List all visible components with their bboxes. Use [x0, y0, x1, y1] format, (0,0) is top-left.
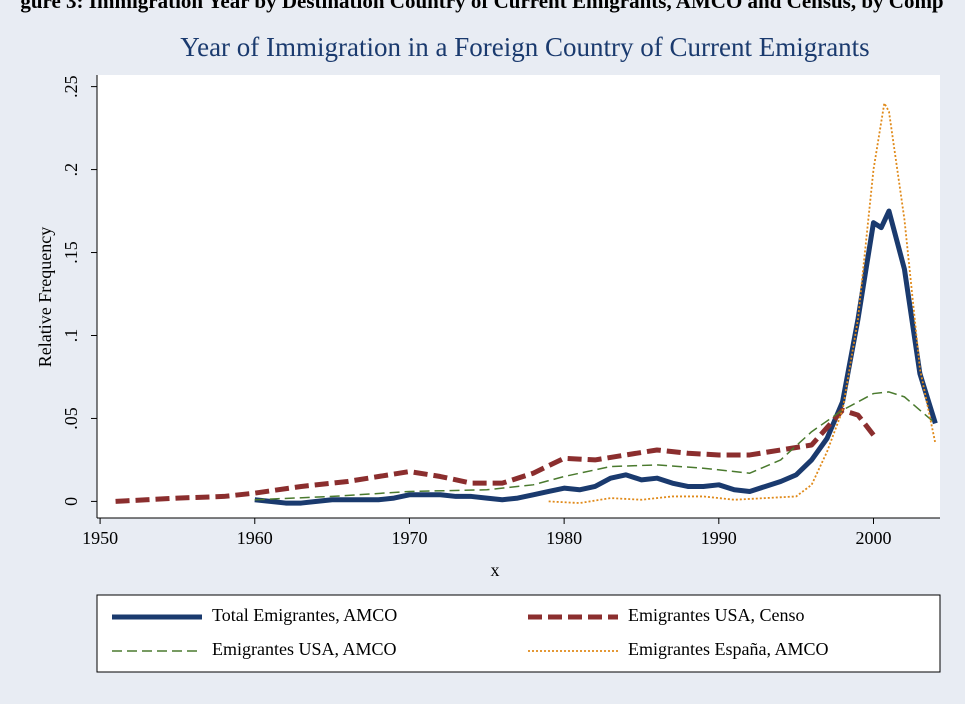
x-tick-label: 1980 — [546, 528, 582, 548]
x-tick-label: 2000 — [855, 528, 891, 548]
y-tick-label: .05 — [61, 407, 81, 430]
series-line — [254, 391, 936, 501]
series-line — [548, 102, 937, 504]
y-axis-label: Relative Frequency — [35, 227, 55, 367]
chart-title: Year of Immigration in a Foreign Country… — [180, 32, 869, 62]
legend — [96, 594, 941, 673]
y-tick-label: .25 — [61, 75, 81, 98]
x-tick-label: 1990 — [701, 528, 737, 548]
y-tick-label: .1 — [61, 329, 81, 343]
legend-label: Total Emigrantes, AMCO — [212, 605, 397, 625]
series-line — [254, 208, 938, 506]
series-line — [115, 407, 876, 504]
y-tick-label: .2 — [61, 163, 81, 177]
plot-area — [97, 75, 940, 518]
x-tick-label: 1970 — [391, 528, 427, 548]
y-tick-label: 0 — [61, 497, 81, 506]
header: gure 3: Immigration Year by Destination … — [20, 0, 943, 13]
x-tick-label: 1960 — [237, 528, 273, 548]
legend-label: Emigrantes USA, Censo — [628, 605, 804, 625]
legend-label: Emigrantes USA, AMCO — [212, 639, 397, 659]
x-tick-label: 1950 — [82, 528, 118, 548]
y-tick-label: .15 — [61, 241, 81, 264]
x-axis-label: x — [491, 560, 500, 580]
legend-label: Emigrantes España, AMCO — [628, 639, 828, 659]
